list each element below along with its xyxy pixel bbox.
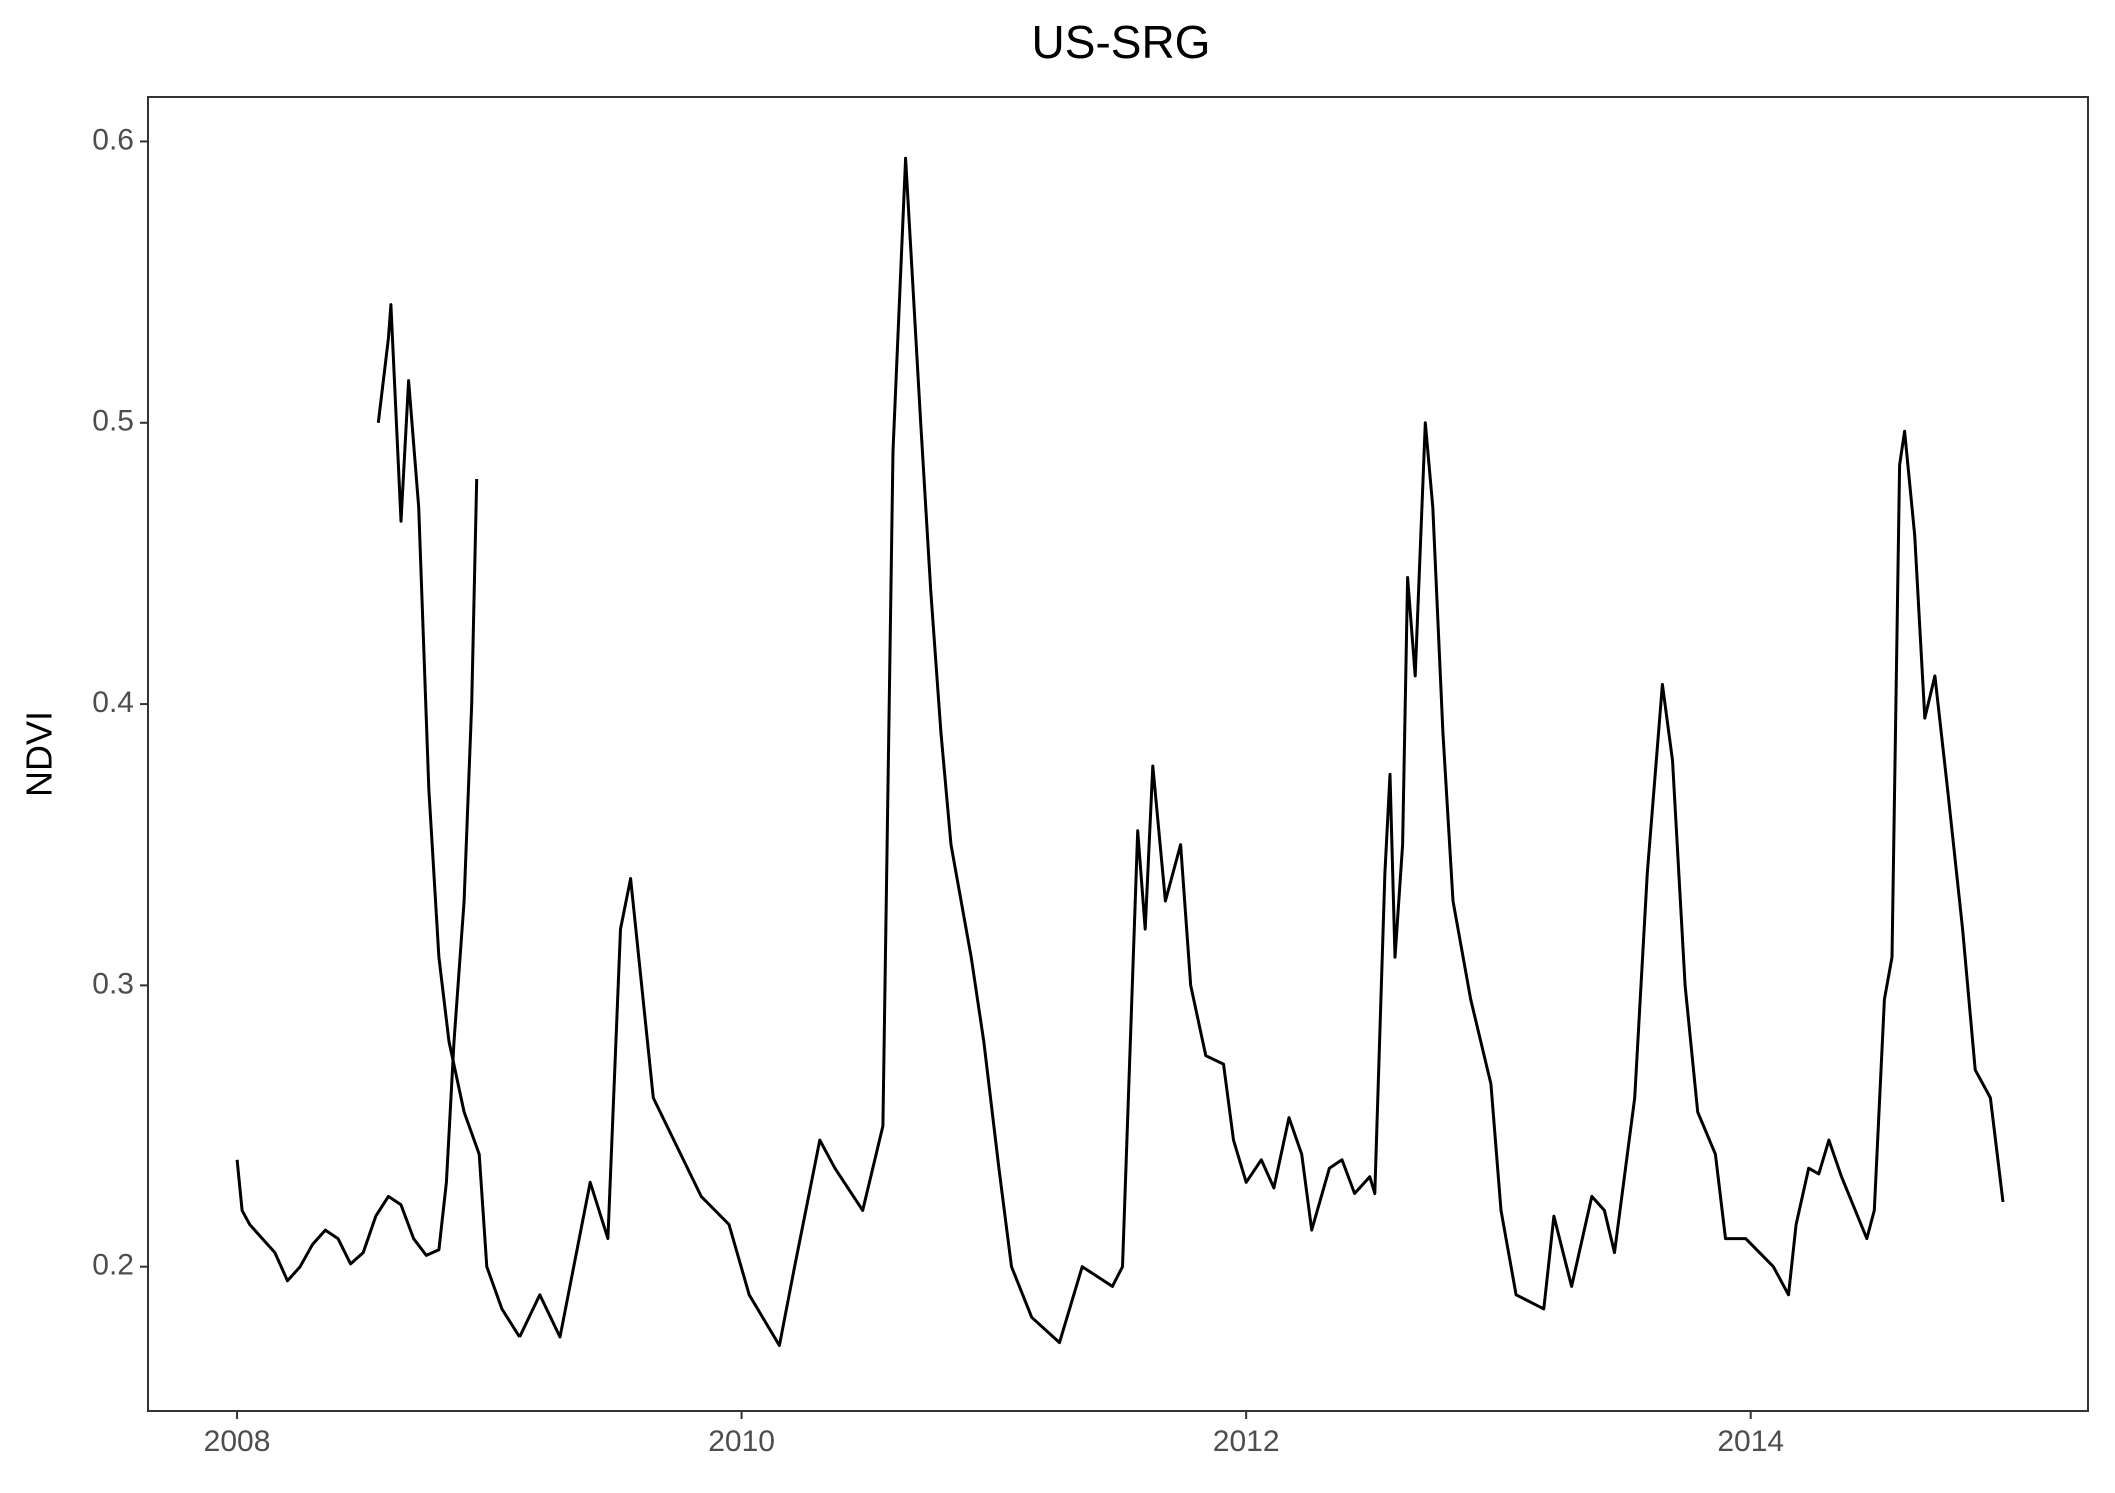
y-tick-label: 0.6 xyxy=(92,123,134,156)
y-tick-label: 0.3 xyxy=(92,967,134,1000)
plot-panel xyxy=(147,96,2089,1412)
x-tick-label: 2012 xyxy=(1213,1425,1280,1458)
chart-title: US-SRG xyxy=(1032,16,1211,68)
x-tick-label: 2014 xyxy=(1717,1425,1784,1458)
y-tick-label: 0.2 xyxy=(92,1249,134,1282)
data-line xyxy=(235,156,2005,1347)
data-line xyxy=(376,303,521,1338)
x-tick-label: 2010 xyxy=(708,1425,775,1458)
y-tick-label: 0.4 xyxy=(92,686,134,719)
y-axis-label: NDVI xyxy=(19,711,60,797)
y-tick-label: 0.5 xyxy=(92,405,134,438)
x-tick-label: 2008 xyxy=(204,1425,271,1458)
